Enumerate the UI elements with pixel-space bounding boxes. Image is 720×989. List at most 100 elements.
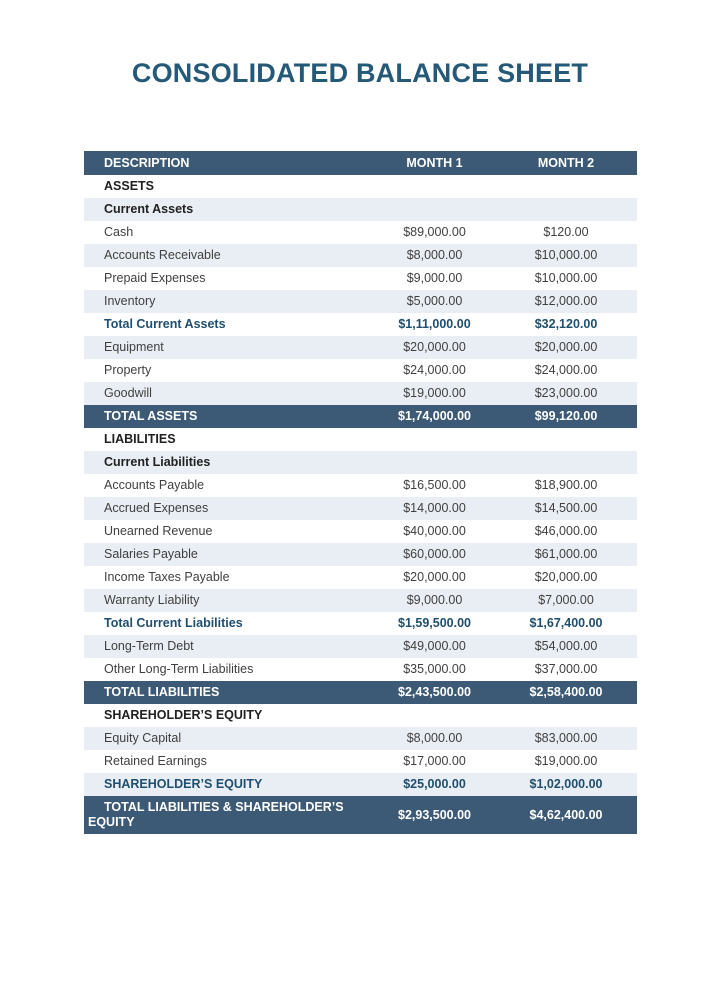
month2-value: $1,02,000.00 bbox=[529, 777, 603, 791]
row-label: Unearned Revenue bbox=[104, 524, 213, 538]
row-label: TOTAL LIABILITIES bbox=[104, 685, 220, 699]
table-row: Salaries Payable $60,000.00 $61,000.00 bbox=[84, 543, 637, 566]
row-label: Total Current Liabilities bbox=[104, 616, 243, 630]
month2-value: $23,000.00 bbox=[534, 386, 598, 400]
month2-value: $99,120.00 bbox=[534, 409, 598, 423]
table-row: Unearned Revenue $40,000.00 $46,000.00 bbox=[84, 520, 637, 543]
month1-value: $49,000.00 bbox=[403, 639, 466, 653]
month2-value: $18,900.00 bbox=[534, 478, 598, 492]
month1-value: $5,000.00 bbox=[406, 294, 463, 308]
month2-value: $20,000.00 bbox=[534, 340, 598, 354]
month1-value bbox=[374, 704, 495, 727]
table-row: Cash $89,000.00 $120.00 bbox=[84, 221, 637, 244]
column-header-month1: MONTH 1 bbox=[374, 151, 495, 175]
row-label: Accounts Receivable bbox=[104, 248, 221, 262]
month2-value: $12,000.00 bbox=[534, 294, 598, 308]
month1-value: $89,000.00 bbox=[403, 225, 466, 239]
month2-value: $32,120.00 bbox=[534, 317, 598, 331]
month2-value: $46,000.00 bbox=[534, 524, 598, 538]
table-row: Warranty Liability $9,000.00 $7,000.00 bbox=[84, 589, 637, 612]
row-label: Equity Capital bbox=[104, 731, 182, 745]
month1-value bbox=[374, 428, 495, 451]
month2-value bbox=[495, 428, 637, 451]
table-row: Equity Capital $8,000.00 $83,000.00 bbox=[84, 727, 637, 750]
month2-value bbox=[495, 451, 637, 474]
month2-value: $19,000.00 bbox=[534, 754, 598, 768]
table-row: Inventory $5,000.00 $12,000.00 bbox=[84, 290, 637, 313]
row-label: Accounts Payable bbox=[104, 478, 205, 492]
month2-value: $10,000.00 bbox=[534, 248, 598, 262]
month2-value: $120.00 bbox=[543, 225, 589, 239]
row-label: Accrued Expenses bbox=[104, 501, 209, 515]
month1-value: $19,000.00 bbox=[403, 386, 466, 400]
table-row: Property $24,000.00 $24,000.00 bbox=[84, 359, 637, 382]
row-label: ASSETS bbox=[104, 179, 155, 193]
row-label: Goodwill bbox=[104, 386, 152, 400]
month1-value: $60,000.00 bbox=[403, 547, 466, 561]
table-row: Retained Earnings $17,000.00 $19,000.00 bbox=[84, 750, 637, 773]
table-row: Current Assets bbox=[84, 198, 637, 221]
row-label: Long-Term Debt bbox=[104, 639, 194, 653]
row-label: Total Current Assets bbox=[104, 317, 226, 331]
table-row: SHAREHOLDER’S EQUITY bbox=[84, 704, 637, 727]
column-header-month2: MONTH 2 bbox=[495, 151, 637, 175]
month2-value: $20,000.00 bbox=[534, 570, 598, 584]
table-row: TOTAL LIABILITIES $2,43,500.00 $2,58,400.0… bbox=[84, 681, 637, 704]
month1-value: $9,000.00 bbox=[406, 593, 463, 607]
table-row: LIABILITIES bbox=[84, 428, 637, 451]
month2-value: $83,000.00 bbox=[534, 731, 598, 745]
month1-value bbox=[374, 175, 495, 198]
balance-sheet-page: CONSOLIDATED BALANCE SHEET DESCRIPTION M… bbox=[0, 58, 720, 834]
month2-value: $1,67,400.00 bbox=[529, 616, 603, 630]
month1-value: $24,000.00 bbox=[403, 363, 466, 377]
month1-value: $20,000.00 bbox=[403, 570, 466, 584]
table-row: Income Taxes Payable $20,000.00 $20,000.00 bbox=[84, 566, 637, 589]
month2-value: $37,000.00 bbox=[534, 662, 598, 676]
table-row: TOTAL ASSETS $1,74,000.00 $99,120.00 bbox=[84, 405, 637, 428]
table-row: TOTAL LIABILITIES & SHAREHOLDER’S EQUITY… bbox=[84, 796, 637, 834]
month2-value: $54,000.00 bbox=[534, 639, 598, 653]
month2-value bbox=[495, 175, 637, 198]
row-label: SHAREHOLDER’S EQUITY bbox=[104, 777, 263, 791]
month1-value bbox=[374, 198, 495, 221]
month2-value bbox=[495, 704, 637, 727]
row-label: Other Long-Term Liabilities bbox=[104, 662, 254, 676]
row-label: TOTAL ASSETS bbox=[104, 409, 198, 423]
month1-value: $8,000.00 bbox=[406, 248, 463, 262]
month1-value: $8,000.00 bbox=[406, 731, 463, 745]
row-label: Salaries Payable bbox=[104, 547, 198, 561]
month2-value: $2,58,400.00 bbox=[529, 685, 603, 699]
month1-value: $35,000.00 bbox=[403, 662, 466, 676]
month1-value: $17,000.00 bbox=[403, 754, 466, 768]
table-row: Equipment $20,000.00 $20,000.00 bbox=[84, 336, 637, 359]
row-label: Property bbox=[104, 363, 152, 377]
month1-value bbox=[374, 451, 495, 474]
month2-value bbox=[495, 198, 637, 221]
month1-value: $16,500.00 bbox=[403, 478, 466, 492]
row-label: Retained Earnings bbox=[104, 754, 207, 768]
row-label: Inventory bbox=[104, 294, 156, 308]
month1-value: $2,43,500.00 bbox=[398, 685, 471, 699]
table-row: Accounts Payable $16,500.00 $18,900.00 bbox=[84, 474, 637, 497]
month2-value: $10,000.00 bbox=[534, 271, 598, 285]
table-row: Other Long-Term Liabilities $35,000.00 $37… bbox=[84, 658, 637, 681]
month1-value: $14,000.00 bbox=[403, 501, 466, 515]
month1-value: $1,59,500.00 bbox=[398, 616, 471, 630]
month2-value: $4,62,400.00 bbox=[529, 807, 603, 822]
month1-value: $1,74,000.00 bbox=[398, 409, 471, 423]
month2-value: $61,000.00 bbox=[534, 547, 598, 561]
month2-value: $14,500.00 bbox=[534, 501, 598, 515]
month1-value: $9,000.00 bbox=[406, 271, 463, 285]
table-row: Accrued Expenses $14,000.00 $14,500.00 bbox=[84, 497, 637, 520]
table-row: Long-Term Debt $49,000.00 $54,000.00 bbox=[84, 635, 637, 658]
table-row: Goodwill $19,000.00 $23,000.00 bbox=[84, 382, 637, 405]
month1-value: $2,93,500.00 bbox=[398, 807, 471, 822]
table-row: Current Liabilities bbox=[84, 451, 637, 474]
row-label: Equipment bbox=[104, 340, 164, 354]
month1-value: $40,000.00 bbox=[403, 524, 466, 538]
row-label: Current Assets bbox=[104, 202, 194, 216]
row-label: Prepaid Expenses bbox=[104, 271, 206, 285]
table-row: SHAREHOLDER’S EQUITY $25,000.00 $1,02,000.… bbox=[84, 773, 637, 796]
row-label: TOTAL LIABILITIES & SHAREHOLDER’S EQUITY bbox=[88, 800, 344, 829]
row-label: Income Taxes Payable bbox=[104, 570, 230, 584]
